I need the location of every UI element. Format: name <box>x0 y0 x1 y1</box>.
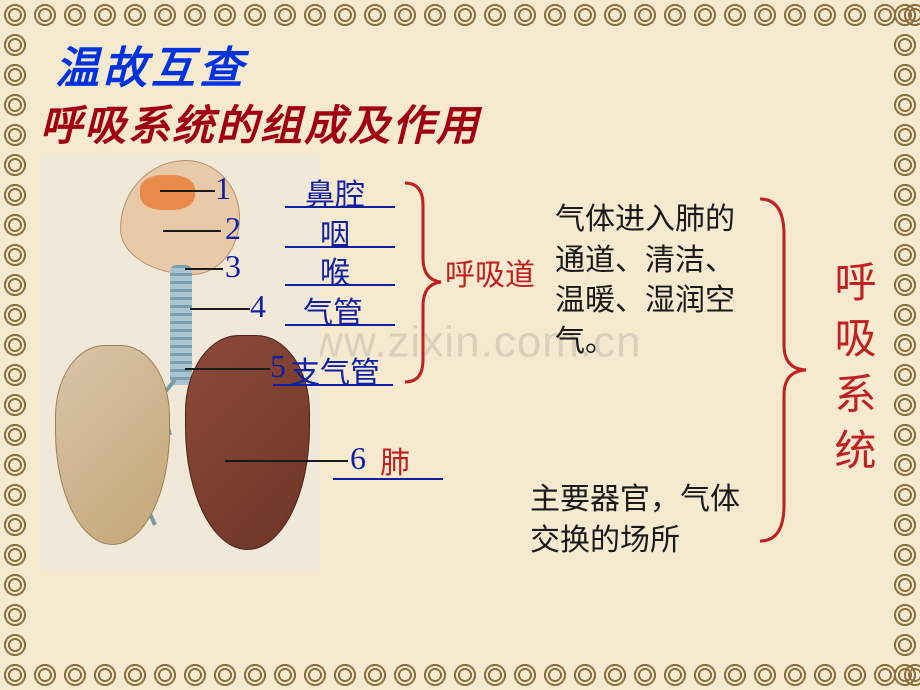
label-respiratory-system: 呼吸系统 <box>821 260 882 484</box>
part-number-6: 6 <box>350 440 366 477</box>
leader-line-2 <box>163 230 221 232</box>
leader-line-6 <box>225 460 348 462</box>
leader-line-4 <box>190 308 250 310</box>
border-bottom <box>0 660 920 690</box>
brace-respiratory-tract <box>405 180 445 385</box>
underline-5 <box>273 384 393 386</box>
desc-respiratory-tract: 气体进入肺的通道、清洁、温暖、湿润空气。 <box>555 200 735 362</box>
part-name-6: 肺 <box>380 438 410 482</box>
slide-title: 呼吸系统的组成及作用 <box>40 92 480 153</box>
brace-respiratory-system <box>760 195 810 545</box>
part-number-4: 4 <box>250 288 266 325</box>
underline-1 <box>285 206 395 208</box>
border-left <box>0 0 30 690</box>
part-number-2: 2 <box>225 210 241 247</box>
slide-header-review: 温故互查 <box>55 32 247 96</box>
nasal-cavity-shape <box>140 175 195 210</box>
border-top <box>0 0 920 30</box>
leader-line-1 <box>160 190 215 192</box>
underline-3 <box>285 284 395 286</box>
border-right <box>890 0 920 690</box>
trachea-shape <box>170 265 192 385</box>
leader-line-3 <box>185 268 223 270</box>
part-number-3: 3 <box>225 248 241 285</box>
part-number-1: 1 <box>215 170 231 207</box>
underline-4 <box>285 324 395 326</box>
underline-6 <box>333 478 443 480</box>
label-respiratory-tract: 呼吸道 <box>445 250 535 294</box>
part-number-5: 5 <box>270 348 286 385</box>
desc-lung: 主要器官，气体交换的场所 <box>530 480 760 561</box>
leader-line-5 <box>185 368 270 370</box>
